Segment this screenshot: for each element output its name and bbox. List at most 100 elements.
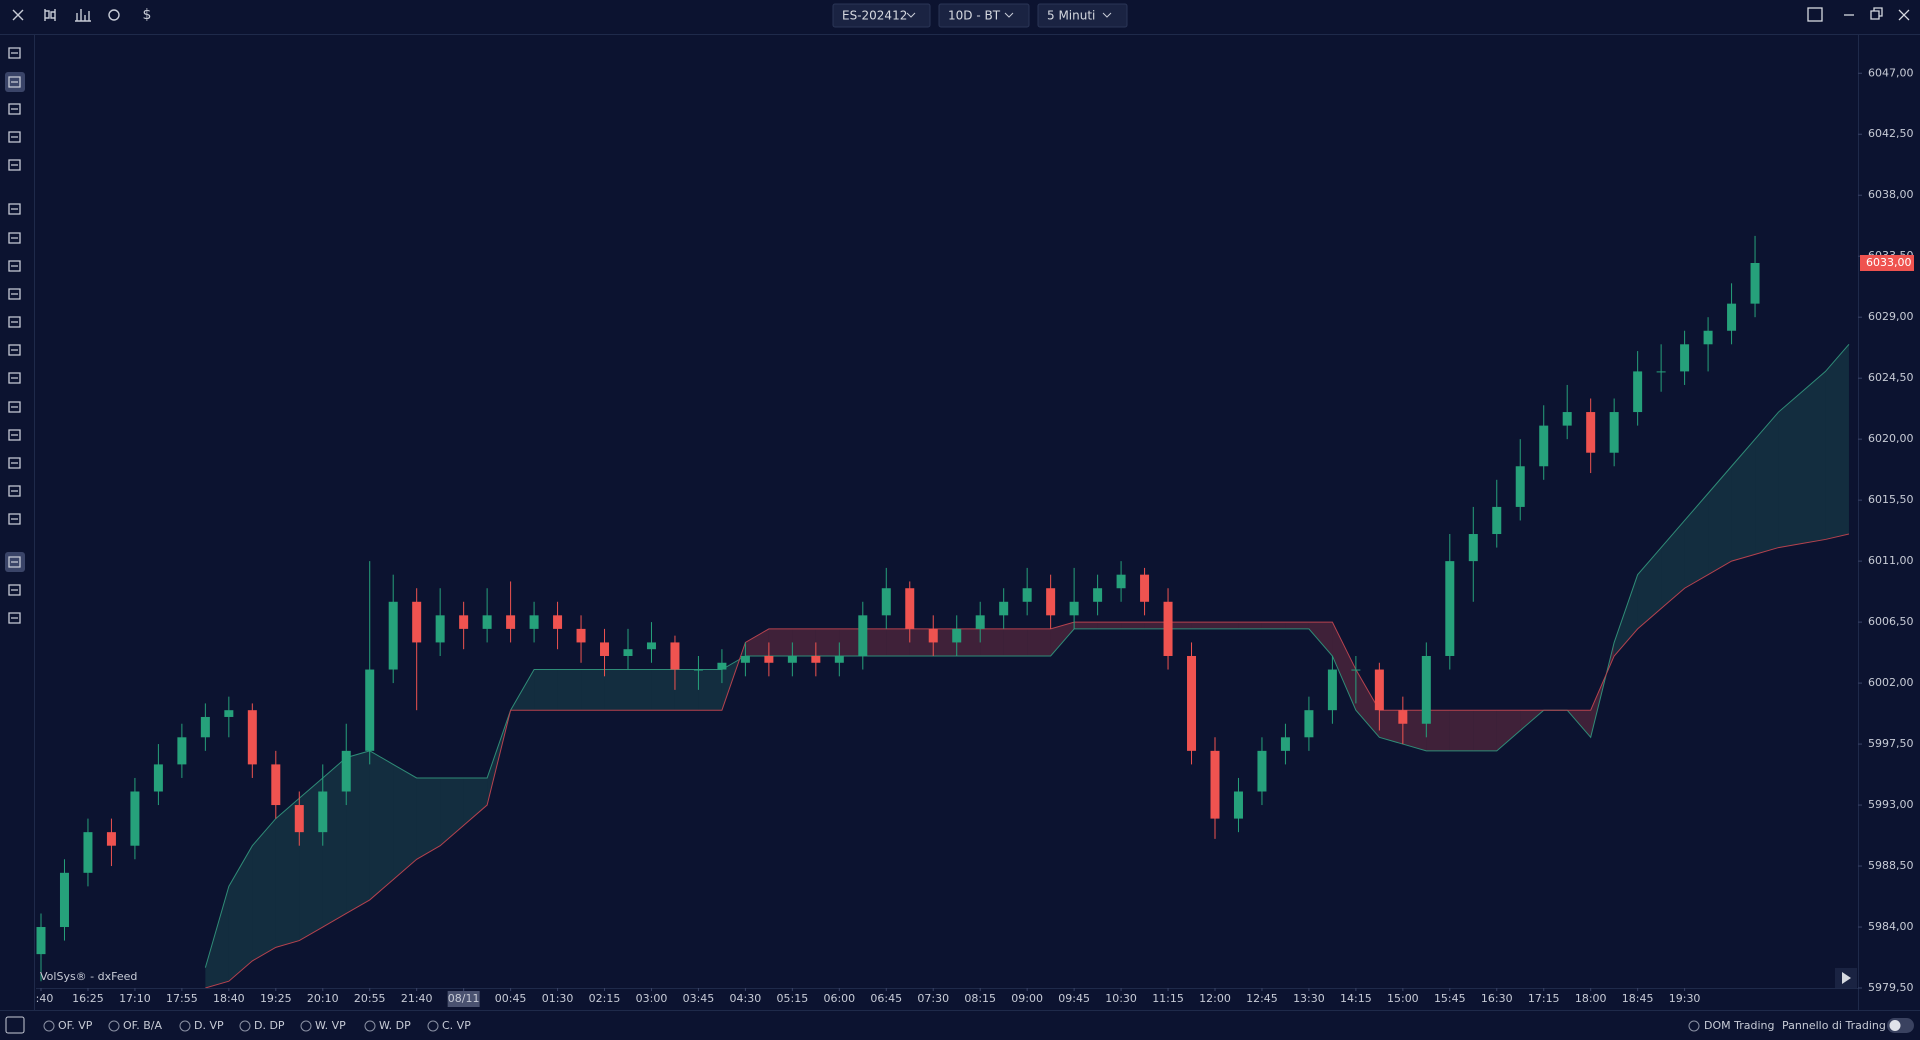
cloud-span-line bbox=[204, 343, 1850, 968]
candle-body bbox=[59, 872, 69, 928]
candle-body bbox=[1280, 737, 1290, 751]
candle-body bbox=[975, 615, 985, 629]
cloud-fill bbox=[1614, 574, 1638, 656]
study-radio[interactable] bbox=[108, 1020, 120, 1032]
cloud-fill bbox=[815, 628, 840, 656]
x-tick-label: 19:25 bbox=[260, 992, 292, 1005]
tool-button[interactable] bbox=[8, 556, 21, 568]
range-dropdown[interactable] bbox=[938, 3, 1030, 28]
cloud-span-line bbox=[205, 533, 1850, 988]
panel-toggle-button[interactable] bbox=[5, 1016, 25, 1034]
cloud-fill bbox=[1802, 371, 1826, 544]
close-chart-button[interactable] bbox=[12, 9, 24, 21]
close-window-button[interactable] bbox=[1898, 9, 1910, 21]
y-tick-label: 6024,50 bbox=[1868, 371, 1914, 384]
cloud-fill bbox=[1684, 493, 1709, 589]
study-radio[interactable] bbox=[179, 1020, 191, 1032]
candle-body bbox=[130, 791, 140, 846]
cloud-fill bbox=[1402, 710, 1427, 751]
scroll-right-icon bbox=[1842, 972, 1851, 984]
candle-body bbox=[365, 669, 375, 751]
tool-button[interactable] bbox=[8, 76, 21, 88]
tool-button[interactable] bbox=[8, 401, 21, 413]
x-tick-label: 03:45 bbox=[683, 992, 715, 1005]
cloud-fill bbox=[1285, 622, 1309, 629]
candle-type-button[interactable] bbox=[44, 9, 56, 21]
cloud-fill bbox=[393, 764, 417, 880]
candle-body bbox=[1374, 669, 1384, 711]
candle-body bbox=[928, 628, 938, 643]
cloud-fill bbox=[604, 669, 628, 711]
candle-body bbox=[952, 628, 962, 643]
study-radio[interactable] bbox=[427, 1020, 439, 1032]
tool-button[interactable] bbox=[8, 344, 21, 356]
tool-button[interactable] bbox=[8, 47, 21, 59]
cloud-fill bbox=[534, 669, 558, 711]
candle-body bbox=[1633, 371, 1643, 413]
y-tick-label: 6020,00 bbox=[1868, 432, 1914, 445]
study-radio[interactable] bbox=[364, 1020, 376, 1032]
x-tick-label: 18:45 bbox=[1622, 992, 1654, 1005]
candle-body bbox=[905, 588, 915, 629]
tool-button[interactable] bbox=[8, 159, 21, 171]
tool-button[interactable] bbox=[8, 232, 21, 244]
cloud-fill bbox=[698, 669, 722, 711]
cloud-fill bbox=[581, 669, 605, 711]
tool-button[interactable] bbox=[8, 429, 21, 441]
cloud-fill bbox=[557, 669, 582, 711]
dom-radio[interactable] bbox=[1688, 1020, 1700, 1032]
candle-body bbox=[1445, 561, 1455, 656]
x-tick-label: 01:30 bbox=[542, 992, 574, 1005]
cloud-fill bbox=[1496, 710, 1521, 751]
x-tick-label: 00:45 bbox=[495, 992, 527, 1005]
tool-button[interactable] bbox=[8, 260, 21, 272]
settings-button[interactable] bbox=[108, 9, 120, 21]
candle-body bbox=[1022, 588, 1032, 602]
y-tick-label: 5984,00 bbox=[1868, 920, 1914, 933]
restore-button[interactable] bbox=[1870, 7, 1883, 20]
study-radio[interactable] bbox=[43, 1020, 55, 1032]
cloud-fill bbox=[369, 750, 394, 900]
x-tick-label: 10:30 bbox=[1105, 992, 1137, 1005]
cloud-fill bbox=[1473, 710, 1497, 751]
y-tick-label: 5979,50 bbox=[1868, 981, 1914, 994]
tool-button[interactable] bbox=[8, 513, 21, 525]
cloud-fill bbox=[768, 628, 793, 656]
symbol-dropdown[interactable] bbox=[832, 3, 931, 28]
x-tick-label: 09:00 bbox=[1011, 992, 1043, 1005]
cloud-fill bbox=[1003, 628, 1028, 656]
tool-button[interactable] bbox=[8, 485, 21, 497]
cloud-fill bbox=[1449, 710, 1474, 751]
x-tick-label: 20:55 bbox=[354, 992, 386, 1005]
candle-body bbox=[1656, 371, 1666, 373]
candle-body bbox=[1093, 588, 1103, 602]
tool-button[interactable] bbox=[8, 103, 21, 115]
dropdown-arrow bbox=[906, 12, 916, 18]
indicators-button[interactable] bbox=[75, 9, 91, 22]
tool-button[interactable] bbox=[8, 288, 21, 300]
candle-body bbox=[670, 642, 680, 670]
tool-button[interactable] bbox=[8, 584, 21, 596]
cloud-fill bbox=[1121, 622, 1145, 629]
candle-body bbox=[1680, 344, 1690, 372]
tool-button[interactable] bbox=[8, 203, 21, 215]
study-radio[interactable] bbox=[300, 1020, 312, 1032]
tool-button[interactable] bbox=[8, 372, 21, 384]
cloud-fill bbox=[1050, 622, 1075, 656]
layout-button[interactable] bbox=[1807, 7, 1823, 22]
trade-button[interactable]: $ bbox=[143, 7, 152, 23]
tool-button[interactable] bbox=[8, 316, 21, 328]
x-tick-label: 08:15 bbox=[964, 992, 996, 1005]
study-radio[interactable] bbox=[239, 1020, 251, 1032]
candle-body bbox=[506, 615, 516, 629]
tool-button[interactable] bbox=[8, 457, 21, 469]
tool-button[interactable] bbox=[8, 612, 21, 624]
y-tick-label: 6047,00 bbox=[1868, 66, 1914, 79]
timeframe-dropdown[interactable] bbox=[1037, 3, 1128, 28]
x-tick-label: 08/11 bbox=[448, 992, 480, 1005]
range-text: 10D - BT bbox=[948, 9, 1001, 23]
tool-button[interactable] bbox=[8, 131, 21, 143]
cloud-fill bbox=[933, 628, 957, 656]
